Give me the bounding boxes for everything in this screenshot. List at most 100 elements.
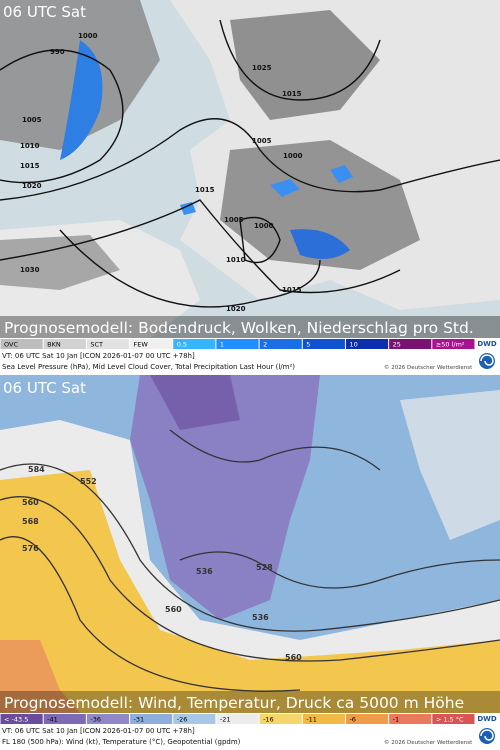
isobar-label: 1015 [282, 286, 302, 294]
legend-swatch [302, 714, 345, 724]
caption-background [0, 691, 500, 713]
precipitation [290, 229, 350, 259]
contour-label: 560 [285, 653, 302, 662]
legend-label: < -43.5 [4, 716, 28, 724]
contour-label: 552 [80, 477, 97, 486]
isobar [239, 216, 281, 264]
precipitation [180, 165, 353, 215]
legend-label: -6 [349, 716, 355, 724]
legend-label: -41 [47, 716, 58, 724]
caption-background [0, 316, 500, 338]
legend-label: 2 [263, 341, 267, 349]
legend-swatch [86, 339, 130, 349]
isobar-label: 1020 [226, 305, 246, 313]
contour-label: 560 [165, 605, 182, 614]
legend-swatch [216, 339, 259, 349]
cloud [220, 140, 420, 270]
legend-swatch [389, 339, 432, 349]
logo: DWD [475, 713, 500, 750]
legend-label: FEW [134, 341, 149, 349]
copyright: © 2026 Deutscher Wetterdienst [384, 739, 473, 746]
logo-text: DWD [477, 340, 497, 348]
isobar [0, 49, 124, 184]
isobar-label: 1005 [224, 216, 244, 224]
geopotential-contour [169, 429, 381, 471]
isobar-label: 1005 [22, 116, 42, 124]
legend-label: 5 [306, 341, 310, 349]
cold-core [150, 375, 240, 430]
legend-swatch [173, 714, 216, 724]
cloud [0, 235, 120, 290]
legend-label: ≥50 l/m² [436, 341, 465, 349]
legend-label: -11 [306, 716, 317, 724]
legend-label: SCT [90, 341, 103, 349]
legend-swatch [389, 714, 432, 724]
legend-swatch [0, 714, 43, 724]
mild-region [400, 390, 500, 540]
legend-label: -21 [220, 716, 231, 724]
legend-label: 1 [220, 341, 224, 349]
legend-label: 0.5 [177, 341, 187, 349]
legend-swatch [130, 714, 173, 724]
geopotential-contour [179, 551, 500, 589]
isobar-label: 1025 [252, 64, 272, 72]
legend-label: -36 [90, 716, 101, 724]
caption: Prognosemodell: Wind, Temperatur, Druck … [4, 694, 464, 712]
legend-swatch [86, 714, 130, 724]
map-panel-2: 584 552 560 568 576 536 528 536 560 560 … [0, 375, 500, 713]
geopotential-contour [0, 463, 500, 632]
description: FL 180 (500 hPa): Wind (kt), Temperature… [2, 738, 241, 746]
map-panel-1: 990 1000 1005 1010 1015 1020 1030 1025 1… [0, 0, 500, 338]
valid-time: VT: 06 UTC Sat 10 Jan [ICON 2026-01-07 0… [2, 727, 195, 735]
valid-time: VT: 06 UTC Sat 10 Jan [ICON 2026-01-07 0… [2, 352, 195, 360]
isobar-label: 1015 [282, 90, 302, 98]
legend-swatch [43, 714, 86, 724]
contour-label: 528 [256, 563, 273, 572]
contour-label: 576 [22, 544, 39, 553]
contour-label: 584 [28, 465, 45, 474]
isobar-label: 1010 [20, 142, 40, 150]
legend-label: -31 [134, 716, 145, 724]
legend-swatch [216, 714, 259, 724]
contour-label: 536 [252, 613, 269, 622]
logo-text: DWD [477, 715, 497, 723]
legend-swatch [345, 339, 389, 349]
legend-label: 10 [349, 341, 357, 349]
isobar [59, 229, 321, 308]
contour-label: 568 [22, 517, 39, 526]
isobar-label: 1000 [254, 222, 274, 230]
legend-label: OVC [4, 341, 18, 349]
legend-swatch [173, 339, 216, 349]
legend-swatch [432, 714, 475, 724]
legend-swatch [130, 339, 173, 349]
legend-swatch [259, 714, 302, 724]
caption: Prognosemodell: Bodendruck, Wolken, Nied… [4, 319, 474, 337]
legend-swatch [259, 339, 302, 349]
geopotential-contour [0, 536, 301, 692]
warm-region [0, 470, 500, 713]
legend-swatch [432, 339, 475, 349]
logo-swirl [480, 729, 494, 741]
legend-label: -16 [263, 716, 274, 724]
isobar-label: 1000 [283, 152, 303, 160]
time-label: 06 UTC Sat [3, 379, 86, 397]
logo-swirl [480, 354, 494, 366]
legend-swatch [302, 339, 345, 349]
time-label: 06 UTC Sat [3, 3, 86, 21]
isobar-label: 1000 [78, 32, 98, 40]
logo: DWD [475, 338, 500, 375]
legend-label: BKN [47, 341, 61, 349]
copyright: © 2026 Deutscher Wetterdienst [384, 364, 473, 371]
warmest-region [0, 640, 80, 713]
isobar [0, 118, 500, 201]
isobar-label: 1015 [20, 162, 40, 170]
isobar-label: 1005 [252, 137, 272, 145]
info-background [0, 350, 475, 375]
legend: OVC BKN SCT FEW 0.5 1 2 5 10 25 ≥50 l/m² [0, 338, 475, 350]
isobar-label: 1015 [195, 186, 215, 194]
contour-label: 560 [22, 498, 39, 507]
legend-label: -1 [393, 716, 399, 724]
isobar-label: 1020 [22, 182, 42, 190]
isobar [0, 199, 401, 294]
